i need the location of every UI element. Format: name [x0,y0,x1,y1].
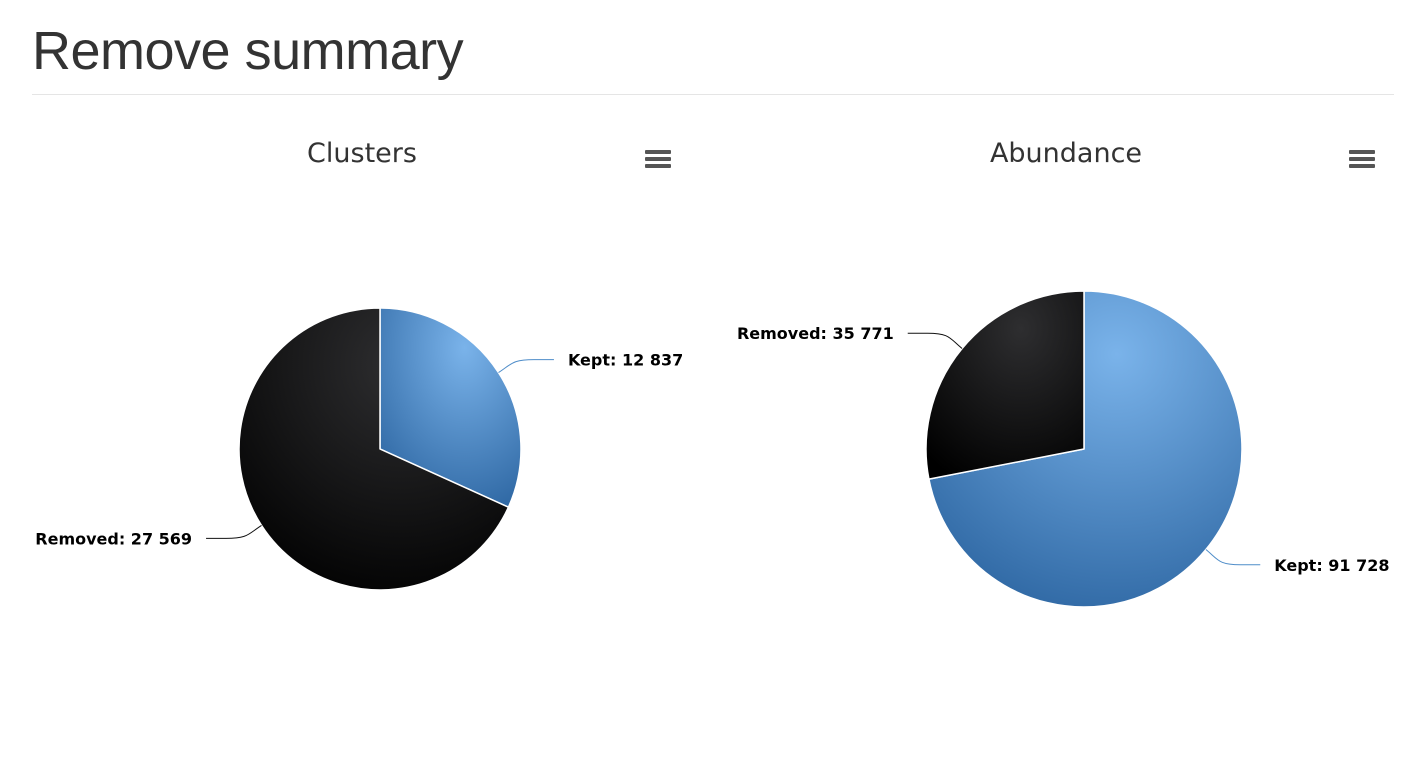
page-title: Remove summary [32,21,464,81]
hamburger-menu-icon [1349,150,1375,154]
clusters-chart: Clusters Kept: 12 837 Removed: 27 569 [10,110,714,750]
data-label-kept: Kept: 12 837 [568,351,683,370]
chart-menu-button[interactable] [638,144,678,174]
chart-title: Clusters [307,138,417,169]
hamburger-menu-icon [645,150,671,154]
data-label-removed: Removed: 27 569 [35,529,192,548]
pie-slice-removed[interactable] [925,290,1085,480]
connector-removed [907,332,963,349]
connector-kept [1205,549,1261,566]
title-divider [32,94,1394,95]
hamburger-menu-icon-line [1349,164,1375,168]
abundance-pie: Kept: 91 728 Removed: 35 771 [737,290,1390,608]
connector-removed [206,524,262,539]
clusters-chart-svg: Clusters Kept: 12 837 Removed: 27 569 [35,138,683,591]
pie-slice-kept[interactable] [928,290,1243,608]
data-label-removed: Removed: 35 771 [737,324,894,343]
chart-menu-button[interactable] [1342,144,1382,174]
abundance-chart-svg: Abundance Kept: 91 728 Removed: 35 771 [737,138,1390,608]
clusters-pie: Kept: 12 837 Removed: 27 569 [35,307,683,591]
pie-slice-kept[interactable] [379,307,522,508]
hamburger-menu-icon-line [1349,157,1375,161]
chart-title: Abundance [990,138,1142,169]
hamburger-menu-icon-line [645,157,671,161]
pie-slice-removed[interactable] [238,307,510,591]
connector-kept [498,359,554,374]
data-label-kept: Kept: 91 728 [1274,556,1389,575]
hamburger-menu-icon-line [645,164,671,168]
abundance-chart: Abundance Kept: 91 728 Removed: 35 771 [714,110,1418,750]
